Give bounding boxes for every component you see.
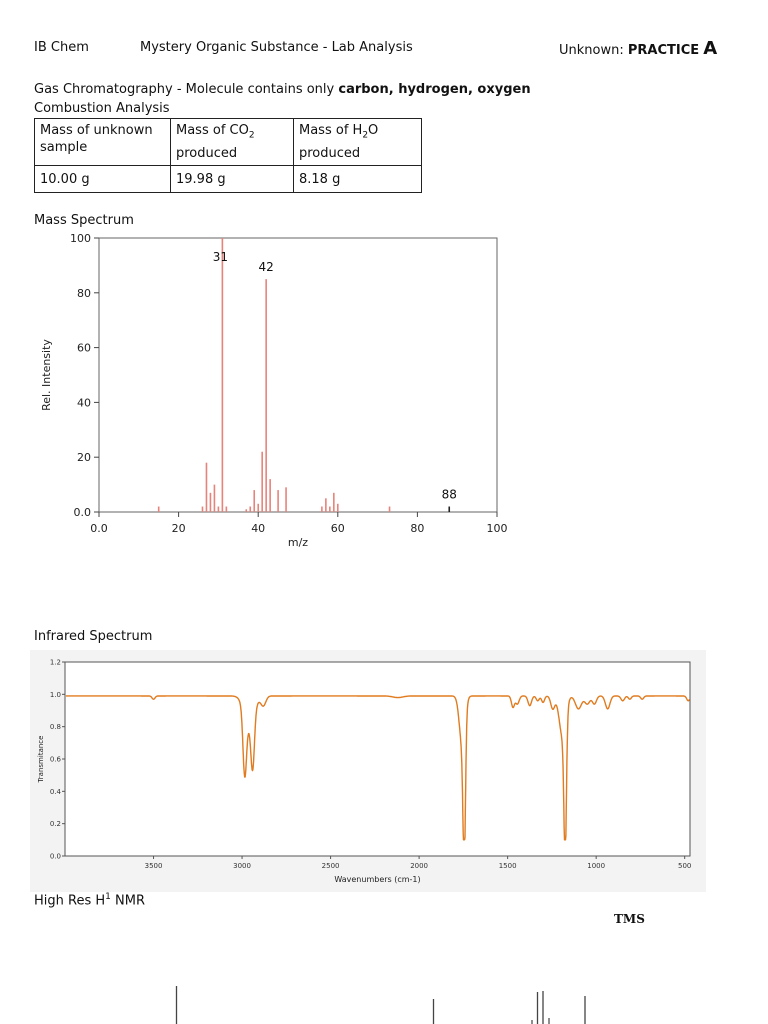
table-cell: 10.00 g <box>34 164 171 193</box>
x-tick-label: 60 <box>331 522 345 535</box>
y-tick-label: 0.4 <box>50 788 62 796</box>
combustion-table: Mass of unknown sample Mass of CO2 produ… <box>34 118 422 193</box>
unknown-letter: A <box>703 38 718 59</box>
nmr-heading: High Res H1 NMR <box>34 892 145 908</box>
mass-spectrum-chart: 0.0 20 40 60 80 100 0.0 20 40 60 80 100 m/z Rel. Inte… <box>40 232 508 549</box>
header-line: produced <box>299 145 361 161</box>
header-line: Mass of unknown <box>40 123 153 138</box>
nmr-heading-text: High Res H <box>34 893 106 909</box>
y-tick-label: 100 <box>70 232 91 245</box>
superscript: 1 <box>105 892 111 902</box>
peak-label: 31 <box>213 250 228 264</box>
y-tick-label: 20 <box>77 451 91 464</box>
subscript: 2 <box>362 130 369 141</box>
x-tick-label: 3500 <box>145 862 163 870</box>
x-tick-label: 500 <box>678 862 691 870</box>
course-label: IB Chem <box>34 40 89 55</box>
x-axis-label: Wavenumbers (cm-1) <box>334 875 420 884</box>
table-cell: 8.18 g <box>293 164 422 193</box>
ir-spectrum-heading: Infrared Spectrum <box>34 629 153 644</box>
x-tick-label: 1500 <box>499 862 517 870</box>
table-row: 10.00 g 19.98 g 8.18 g <box>34 164 422 193</box>
x-tick-label: 100 <box>487 522 508 535</box>
y-tick-label: 0.0 <box>74 506 92 519</box>
y-tick-label: 1.0 <box>50 691 61 699</box>
y-tick-label: 0.2 <box>50 820 61 828</box>
x-tick-label: 3000 <box>233 862 251 870</box>
peak-label: 88 <box>442 488 457 502</box>
y-tick-label: 0.6 <box>50 756 62 764</box>
header-line: Mass of CO <box>176 123 249 138</box>
gc-prefix: Gas Chromatography - Molecule contains o… <box>34 82 339 97</box>
unknown-id: Unknown: PRACTICE A <box>559 38 717 59</box>
header-line: sample <box>40 140 88 155</box>
x-axis-label: m/z <box>288 536 308 549</box>
document-title: Mystery Organic Substance - Lab Analysis <box>140 40 413 55</box>
y-tick-label: 40 <box>77 396 91 409</box>
gc-line: Gas Chromatography - Molecule contains o… <box>34 82 531 97</box>
y-axis-label: Rel. Intensity <box>40 339 53 411</box>
y-tick-label: 0.0 <box>50 853 61 861</box>
tms-label: TMS <box>614 912 645 926</box>
y-tick-label: 80 <box>77 287 91 300</box>
table-cell: 19.98 g <box>170 164 294 193</box>
combustion-heading: Combustion Analysis <box>34 101 170 116</box>
table-header-cell: Mass of CO2 produced <box>170 118 294 166</box>
y-tick-label: 1.2 <box>50 659 61 667</box>
y-tick-label: 60 <box>77 342 91 355</box>
peak-label: 42 <box>259 260 274 274</box>
gc-elements: carbon, hydrogen, oxygen <box>338 82 531 97</box>
plot-frame <box>64 661 691 857</box>
ir-trace <box>65 695 691 841</box>
x-tick-label: 0.0 <box>90 522 108 535</box>
unknown-name: PRACTICE <box>627 43 700 58</box>
nmr-spectrum-chart <box>175 986 586 1024</box>
table-header-row: Mass of unknown sample Mass of CO2 produ… <box>34 118 422 166</box>
nmr-heading-text: NMR <box>110 893 145 909</box>
mass-spectrum-heading: Mass Spectrum <box>34 213 134 228</box>
y-axis-label: Transmitance <box>37 736 45 784</box>
header-line: O <box>368 123 379 138</box>
header-line: Mass of H <box>299 123 363 138</box>
plot-frame <box>98 237 498 513</box>
table-header-cell: Mass of H2O produced <box>293 118 422 166</box>
unknown-label: Unknown: <box>559 43 628 58</box>
x-tick-label: 20 <box>172 522 186 535</box>
x-tick-label: 1000 <box>587 862 605 870</box>
y-tick-label: 0.8 <box>50 723 61 731</box>
ir-spectrum-chart: 0.0 0.2 0.4 0.6 0.8 1.0 1.2 3500 3000 2500 2000 150… <box>30 650 706 892</box>
x-tick-label: 80 <box>410 522 424 535</box>
subscript: 2 <box>248 130 255 141</box>
table-header-cell: Mass of unknown sample <box>34 118 171 166</box>
header-line: produced <box>176 145 238 161</box>
x-tick-label: 2000 <box>410 862 428 870</box>
x-tick-label: 40 <box>251 522 265 535</box>
x-tick-label: 2500 <box>322 862 340 870</box>
